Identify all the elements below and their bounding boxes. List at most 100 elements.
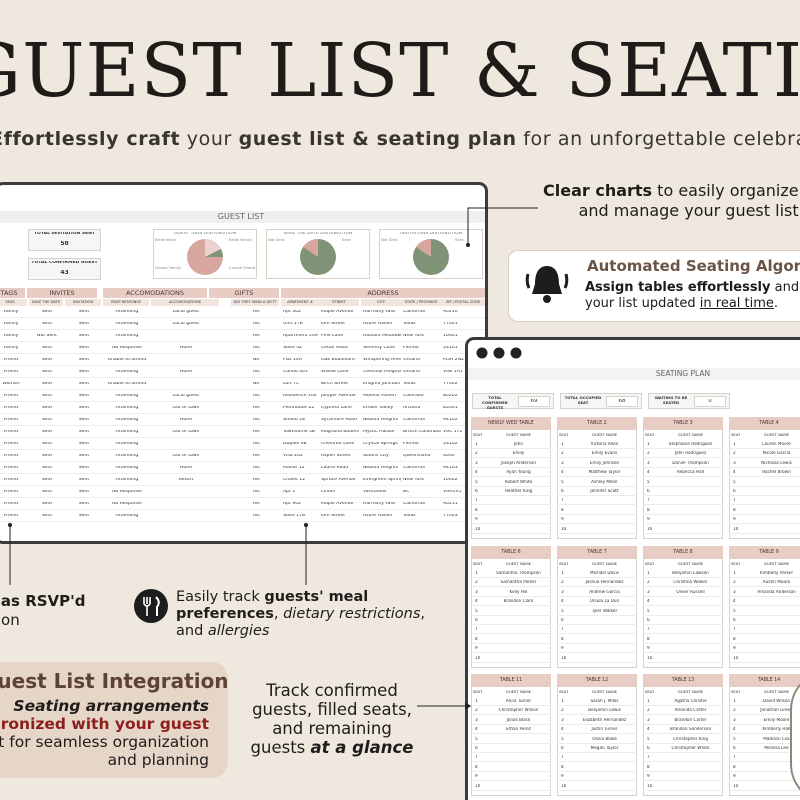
guest-name: Austin Moore <box>762 580 791 585</box>
text-span: guests' meal <box>264 589 369 605</box>
seat-number: 9 <box>475 517 478 522</box>
cell-text: Attending <box>115 394 139 398</box>
cell-text: Attending <box>115 442 139 446</box>
chart-legend: Groom Family <box>155 266 182 270</box>
cell-text: Attending <box>115 334 139 338</box>
stat-label: TOTAL CONFIRMED GUEST <box>31 261 98 265</box>
chart-legend: Bride Work <box>155 238 176 242</box>
row-line <box>0 413 485 414</box>
cell-text: Aspen Street <box>321 454 351 458</box>
row-line <box>557 723 637 725</box>
cell-text: Azure Haven <box>363 514 393 518</box>
seat-number: 7 <box>561 627 564 632</box>
pie-decoration <box>187 239 223 275</box>
chart-title: INVITATIONS DISTRIBUTION <box>400 232 462 236</box>
chart-legend: Bride Family <box>229 238 253 242</box>
seat-number: 3 <box>561 717 564 722</box>
cell-text: Unable to attend <box>107 382 147 386</box>
text-line: your list updated in real time. <box>585 296 800 312</box>
seat-number: 7 <box>647 498 650 503</box>
cell-text: Resort <box>178 478 194 482</box>
cell-text: Texas <box>403 382 416 386</box>
row-line <box>729 523 800 525</box>
seat-header: SEAT <box>559 562 569 566</box>
stat-value-box <box>606 396 638 407</box>
cell-text: Yes <box>252 346 260 350</box>
cell-text: Sent <box>41 322 53 326</box>
stat-box <box>28 229 101 251</box>
column-header: STREET <box>319 299 359 306</box>
cell-text: Nebula Heights <box>363 466 399 470</box>
row-line <box>471 577 551 578</box>
guest-name: Nicole Garcia <box>762 451 791 456</box>
cell-text: Enigma Junction <box>363 382 401 386</box>
cell-text: Sent <box>78 382 90 386</box>
meal-icon <box>134 589 168 623</box>
row-line <box>471 605 551 607</box>
seat-number: 6 <box>561 618 564 622</box>
seat-number: 2 <box>647 580 650 585</box>
seat-number: 4 <box>475 470 478 475</box>
stat-value-box <box>694 396 726 407</box>
row-line <box>0 341 485 342</box>
cell-text: 94102 <box>443 418 458 422</box>
cell-text: Nebula Heights <box>363 418 399 422</box>
row-line <box>729 661 800 663</box>
cell-text: 90211 <box>443 502 458 506</box>
cell-text: Attending <box>115 466 139 470</box>
row-line <box>471 723 551 725</box>
name-header: GUEST NAME <box>677 690 704 694</box>
section-header: INVITES <box>27 288 97 298</box>
cell-text: Yes <box>252 454 260 458</box>
seat-header: SEAT <box>731 562 741 566</box>
cell-text: California <box>403 418 425 422</box>
row-line <box>471 770 551 772</box>
text-line: Track confirmed <box>232 681 432 700</box>
cell-text: V6C 1T2 <box>443 430 463 434</box>
text-span: and keep <box>774 280 800 295</box>
cell-text: Yes <box>252 310 260 314</box>
seat-number: 7 <box>647 755 650 760</box>
guest-name: Jonas Black <box>506 717 531 722</box>
seat-number: 10 <box>475 526 481 531</box>
text-line: list for seamless organization <box>0 733 209 751</box>
stat-value: 68 <box>618 399 626 404</box>
cell-text: Yes <box>252 514 260 518</box>
guest-name: Robert White <box>504 479 533 484</box>
text-span: your <box>180 128 239 150</box>
row-line <box>643 523 723 525</box>
cell-text: Friend <box>3 454 19 458</box>
cell-text: Friend <box>3 358 19 362</box>
pointers <box>8 523 308 585</box>
stat-label: TOTAL INVITATION SENT <box>33 232 96 236</box>
row-line <box>0 329 485 330</box>
seat-number: 2 <box>733 708 736 713</box>
cell-text: Azure Haven <box>363 322 393 326</box>
cell-text: Attending <box>115 478 139 482</box>
guest-name: Joshua Hernandez <box>585 580 624 585</box>
table-name: TABLE 14 <box>729 674 800 687</box>
name-header: GUEST NAME <box>677 433 704 437</box>
row-line <box>643 661 723 663</box>
seat-number: 2 <box>475 451 478 456</box>
cell-text: Yes <box>252 418 260 422</box>
row-line <box>557 770 637 772</box>
seat-number: 3 <box>647 460 650 465</box>
guest-name: Benjamin Lewis <box>588 708 621 713</box>
text-span: Effortlessly craft <box>0 128 181 150</box>
row-line <box>643 789 723 791</box>
cell-text: British Columbia <box>403 430 441 434</box>
name-header: GUEST NAME <box>505 690 532 694</box>
row-line <box>471 523 551 525</box>
name-header: GUEST NAME <box>763 690 790 694</box>
text-span: dietary restrictions <box>283 606 421 622</box>
seat-number: 8 <box>561 507 564 512</box>
text-span: Seating arrangements <box>13 697 209 715</box>
row-line <box>643 770 723 772</box>
cell-text: Hotel <box>179 346 193 350</box>
cell-text: Solaris City <box>363 454 389 458</box>
cell-text: Sent <box>41 346 53 350</box>
cell-text: 4000 <box>443 454 455 458</box>
cell-text: Hotel <box>179 466 193 470</box>
cell-text: Mystic Harbor <box>363 430 395 434</box>
